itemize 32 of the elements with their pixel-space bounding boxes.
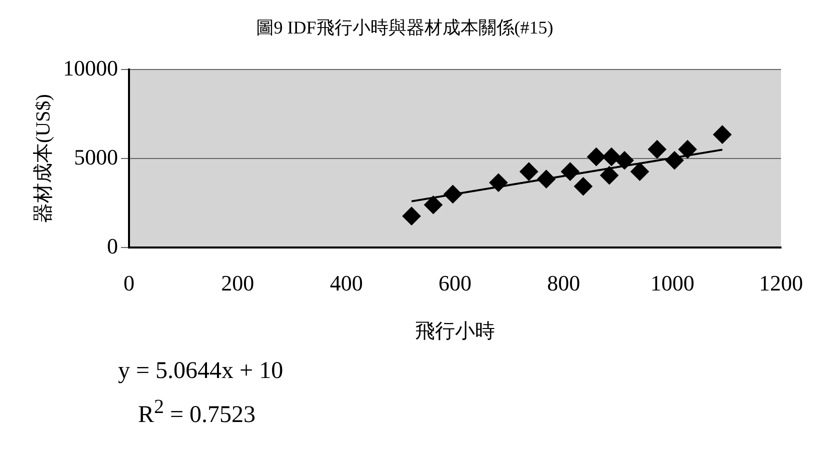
point xyxy=(616,151,634,170)
point xyxy=(489,174,508,192)
point xyxy=(402,207,421,226)
text: y = 5.0644x + 10 xyxy=(118,358,284,385)
x-axis-title: 飛行小時 xyxy=(415,320,495,342)
y-tick-label: 5000 xyxy=(74,144,118,170)
point xyxy=(630,162,649,181)
point xyxy=(424,196,442,214)
point xyxy=(678,140,697,158)
y-axis-title: 器材成本(US$) xyxy=(32,94,54,224)
point xyxy=(537,170,556,188)
y-tick-label: 10000 xyxy=(63,55,118,80)
point xyxy=(602,148,620,166)
point xyxy=(444,185,462,204)
point xyxy=(520,162,538,181)
point xyxy=(648,140,666,158)
y-tick-label: 0 xyxy=(107,233,118,258)
point xyxy=(713,126,732,144)
point xyxy=(561,162,580,181)
point xyxy=(574,177,592,196)
chart-title: 圖9 IDF飛行小時與器材成本關係(#15) xyxy=(256,18,554,38)
x-tick-label: 800 xyxy=(547,270,580,296)
x-tick-label: 400 xyxy=(330,270,363,296)
x-tick-label: 1000 xyxy=(650,270,694,296)
x-tick-label: 0 xyxy=(124,270,134,296)
x-tick-label: 600 xyxy=(438,270,472,296)
point xyxy=(666,151,684,170)
point xyxy=(600,166,618,184)
x-tick-label: 200 xyxy=(221,270,254,296)
point xyxy=(587,148,606,166)
text: R$^{2}$ = 0.7523 xyxy=(138,396,256,429)
x-tick-label: 1200 xyxy=(759,270,803,296)
